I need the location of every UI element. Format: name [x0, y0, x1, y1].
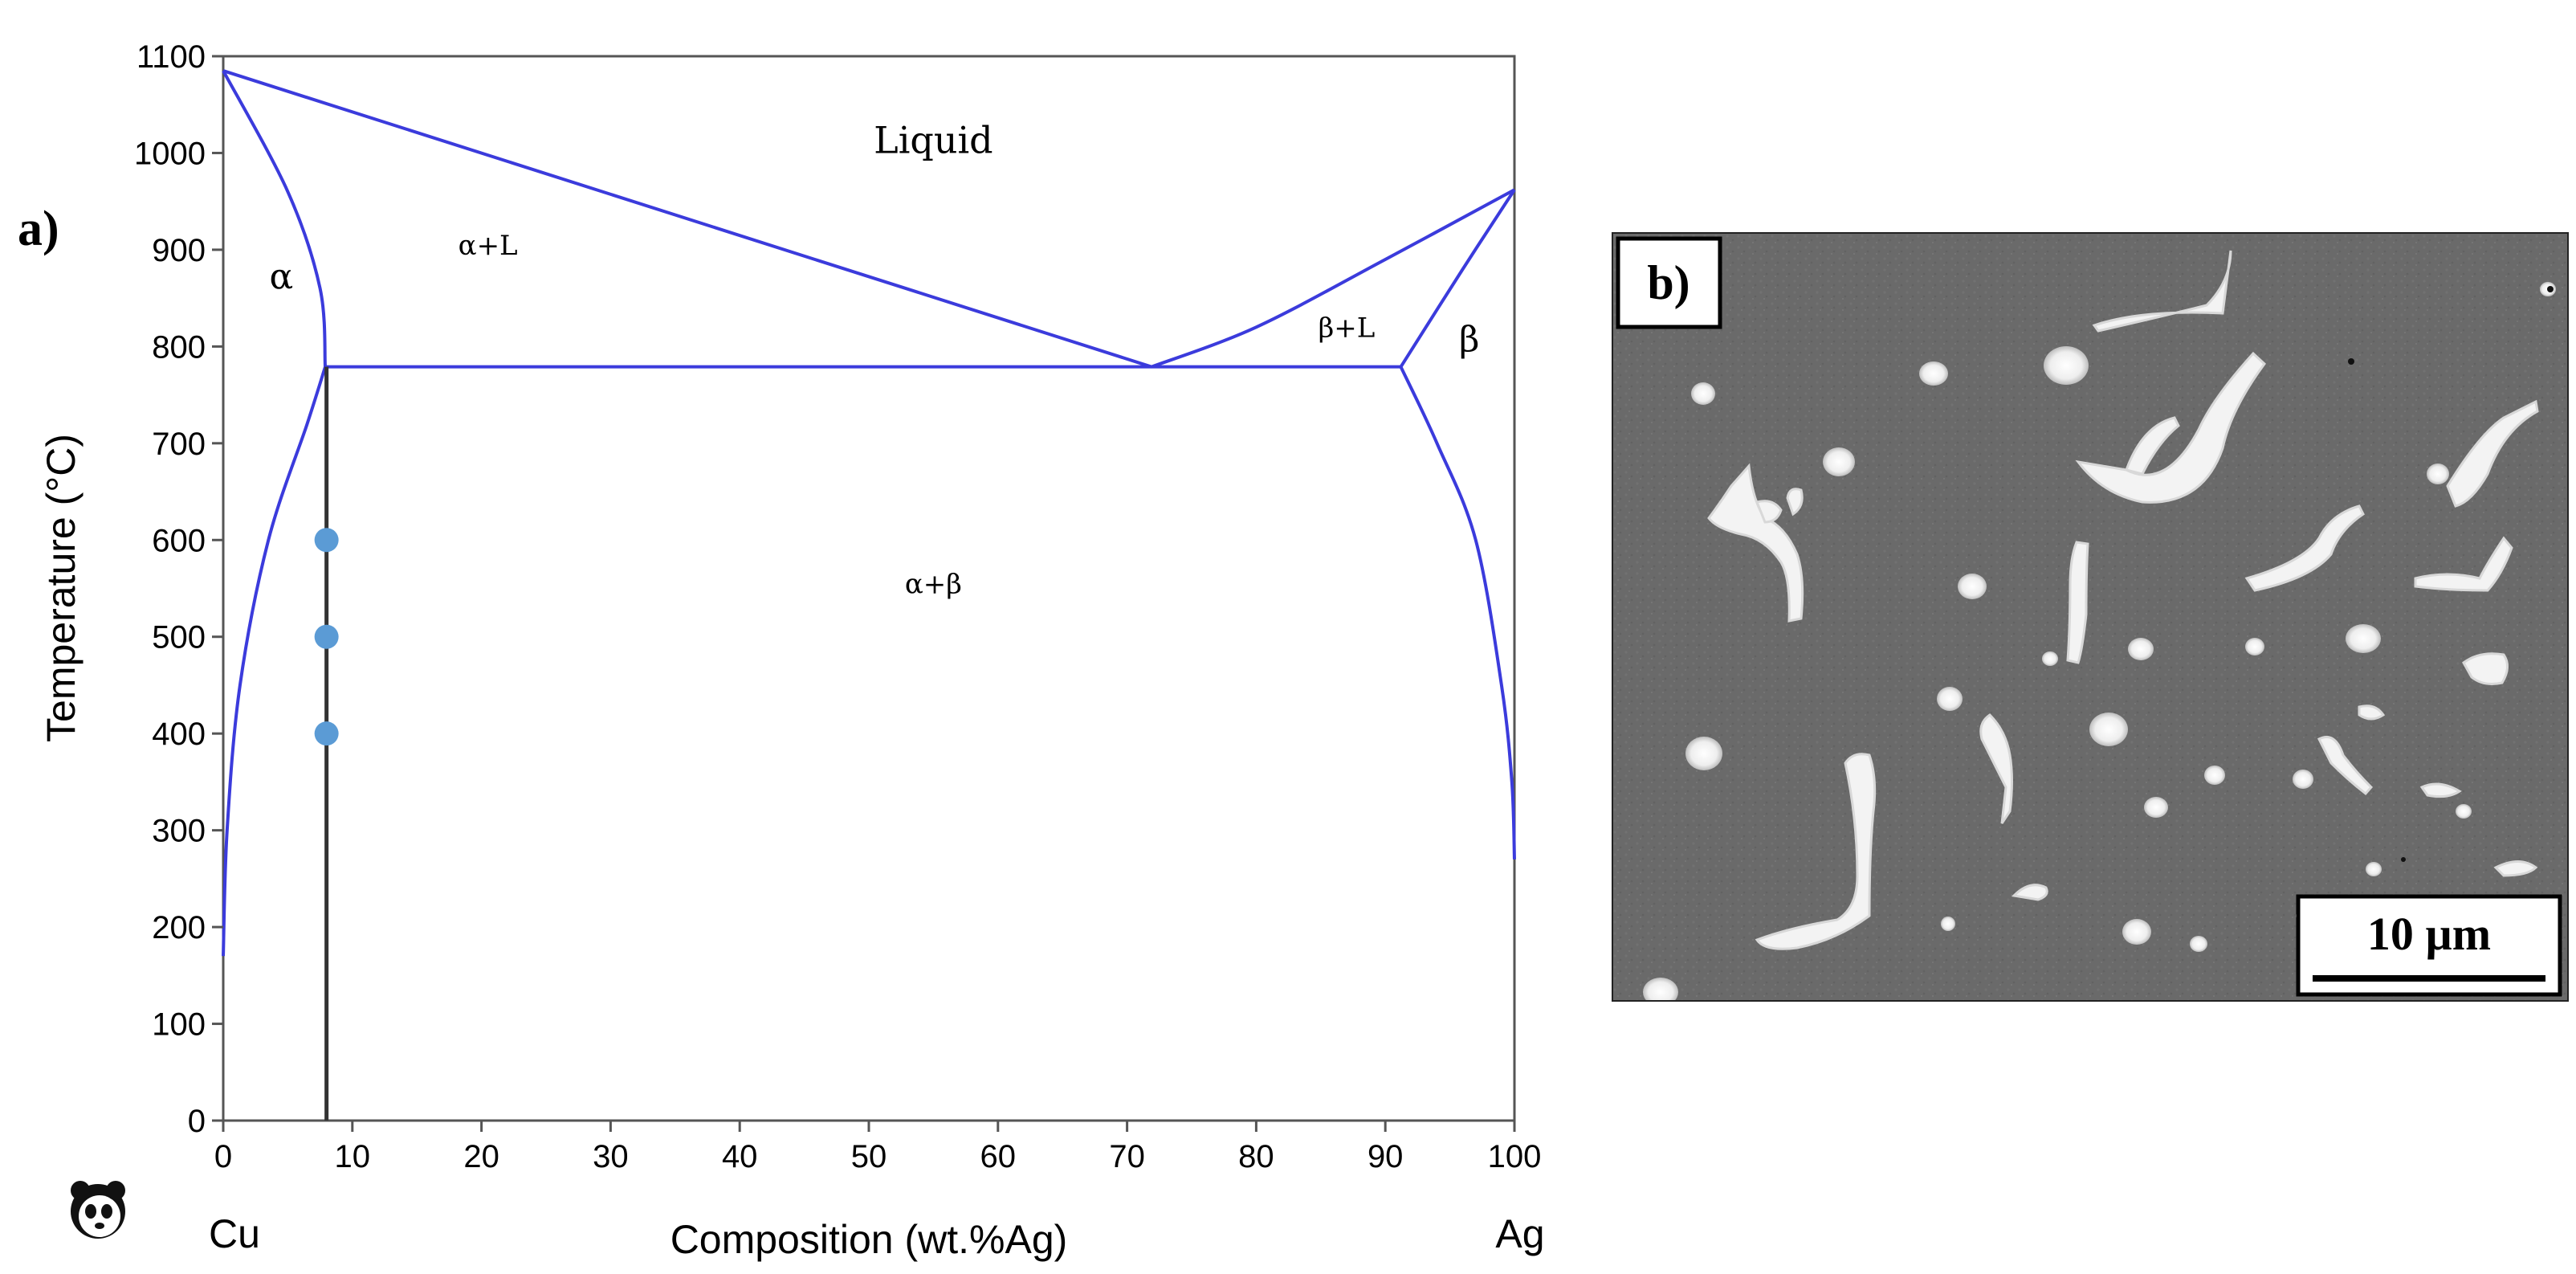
x-tick-label: 20 [463, 1139, 499, 1174]
y-tick-label: 1000 [134, 136, 206, 171]
region-label: Liquid [874, 118, 993, 161]
y-tick-label: 400 [152, 717, 206, 752]
boundary-solvus-beta [1399, 365, 1516, 860]
x-tick-label: 90 [1367, 1139, 1404, 1174]
boundary-liquidus-right [1151, 188, 1515, 369]
sem-micrograph [1612, 233, 2568, 1001]
x-tick-label: 10 [335, 1139, 371, 1174]
region-label: α [270, 256, 294, 297]
region-label: α+L [459, 230, 518, 262]
phase-boundaries [222, 69, 1516, 957]
boundary-solvus-alpha [222, 366, 327, 957]
region-label: β+L [1319, 312, 1376, 344]
x-end-label-cu: Cu [209, 1211, 260, 1256]
y-tick-label: 700 [152, 427, 206, 462]
x-tick-label: 70 [1109, 1139, 1145, 1174]
y-tick-label: 900 [152, 233, 206, 268]
data-point [314, 528, 339, 553]
panel-label-a: a) [18, 202, 59, 256]
x-tick-label: 50 [851, 1139, 887, 1174]
region-label: α+β [905, 569, 962, 601]
y-tick-label: 800 [152, 329, 206, 365]
x-axis-ticks: 0 10 20 30 40 50 60 70 80 90 100 [214, 1121, 1542, 1174]
scale-bar-label: 10 µm [2367, 908, 2491, 960]
region-labels: Liquid α α+L α+β β+L β [270, 118, 1480, 600]
y-axis-title: Temperature (°C) [39, 434, 84, 742]
data-point [314, 721, 339, 746]
panel-label-b-box [1616, 236, 1722, 329]
x-tick-label: 0 [214, 1139, 232, 1174]
phase-diagram-panel: Liquid α α+L α+β β+L β 0 10 20 30 40 50 60 70 80 90 100… [18, 39, 1545, 1262]
y-tick-label: 0 [188, 1104, 206, 1139]
boundary-liquidus-left [222, 69, 1152, 369]
boundary-solidus-beta [1399, 189, 1516, 368]
y-tick-label: 200 [152, 910, 206, 945]
x-tick-label: 40 [722, 1139, 758, 1174]
panda-logo-icon [71, 1181, 125, 1239]
x-tick-label: 100 [1488, 1139, 1542, 1174]
y-tick-label: 300 [152, 814, 206, 849]
data-point [314, 624, 339, 649]
y-tick-label: 100 [152, 1007, 206, 1043]
x-tick-label: 60 [980, 1139, 1017, 1174]
x-tick-label: 80 [1238, 1139, 1274, 1174]
y-tick-label: 600 [152, 523, 206, 558]
data-points [314, 528, 339, 746]
y-tick-label: 500 [152, 620, 206, 655]
x-tick-label: 30 [593, 1139, 629, 1174]
boundary-solidus-alpha [222, 70, 328, 367]
plot-frame [222, 55, 1516, 1122]
region-label: β [1459, 319, 1479, 360]
panel-label-b: b) [1647, 256, 1689, 309]
y-tick-label: 1100 [137, 39, 206, 75]
y-axis-ticks: 0 100 200 300 400 500 600 700 800 900 1000 1100 [134, 39, 223, 1139]
x-end-label-ag: Ag [1495, 1211, 1544, 1256]
micrograph-panel: b) 10 µm [1612, 232, 2569, 1002]
x-axis-title: Composition (wt.%Ag) [670, 1217, 1068, 1262]
